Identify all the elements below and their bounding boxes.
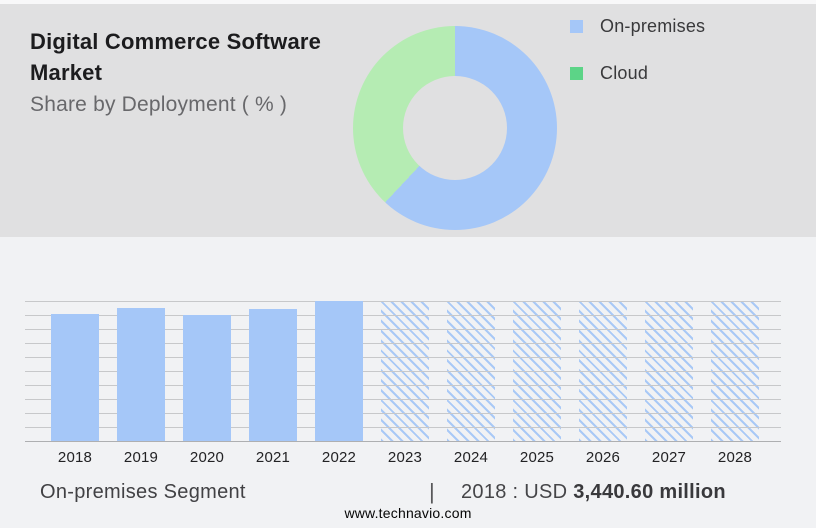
summary-section: Digital Commerce Software Market Share b… [0,0,816,237]
chart-title-line1: Digital Commerce Software [30,29,322,54]
segment-value-prefix: 2018 : USD [461,481,568,503]
chart-subtitle: Share by Deployment ( % ) [30,93,288,116]
gridline [25,343,781,344]
year-label-2022: 2022 [321,449,357,466]
year-label-2024: 2024 [453,449,489,466]
trend-section: 2018 2019 2020 2021 2022 2023 2024 2025 2026 2027… [0,237,816,528]
year-label-2021: 2021 [255,449,291,466]
gridline [25,399,781,400]
gridline [25,371,781,372]
gridline [25,315,781,316]
year-label-2020: 2020 [189,449,225,466]
donut-hole [403,76,507,180]
on-premises-swatch-icon [570,19,583,33]
year-label-2018: 2018 [57,449,93,466]
gridline [25,301,781,302]
chart-title-line2: Market [30,60,103,85]
bar-2019 [117,308,165,441]
gridline [25,385,781,386]
year-label-2027: 2027 [651,449,687,466]
gridline [25,357,781,358]
deployment-share-donut-chart [353,26,557,230]
website-url: www.technavio.com [344,505,472,521]
cloud-swatch-icon [570,66,583,80]
year-label-2025: 2025 [519,449,555,466]
legend-item-on-premises: On-premises [570,16,705,36]
caption-row: On-premises Segment | 2018 : USD 3,440.6… [0,479,816,507]
legend-label-cloud: Cloud [600,62,649,83]
bar-2021 [249,309,297,441]
bar-2018 [51,314,99,441]
caption-separator: | [429,479,435,504]
gridline [25,427,781,428]
year-label-2026: 2026 [585,449,621,466]
legend-label-on-premises: On-premises [600,15,706,36]
legend: On-premises Cloud [570,16,705,110]
chart-title: Digital Commerce Software Market [30,26,360,88]
gridline [25,329,781,330]
top-edge-highlight [0,0,816,4]
gridline [25,413,781,414]
bar-2020 [183,315,231,441]
x-axis-baseline [25,441,781,442]
segment-value-amount: 3,440.60 million [573,481,726,503]
year-label-2019: 2019 [123,449,159,466]
segment-label: On-premises Segment [40,481,246,503]
bar-2022 [315,301,363,441]
title-block: Digital Commerce Software Market Share b… [30,26,360,120]
year-label-2028: 2028 [717,449,753,466]
segment-value: 2018 : USD 3,440.60 million [461,481,726,504]
legend-item-cloud: Cloud [570,63,705,83]
year-label-2023: 2023 [387,449,423,466]
bar-chart-plot: 2018 2019 2020 2021 2022 2023 2024 2025 2026 2027… [25,301,781,466]
